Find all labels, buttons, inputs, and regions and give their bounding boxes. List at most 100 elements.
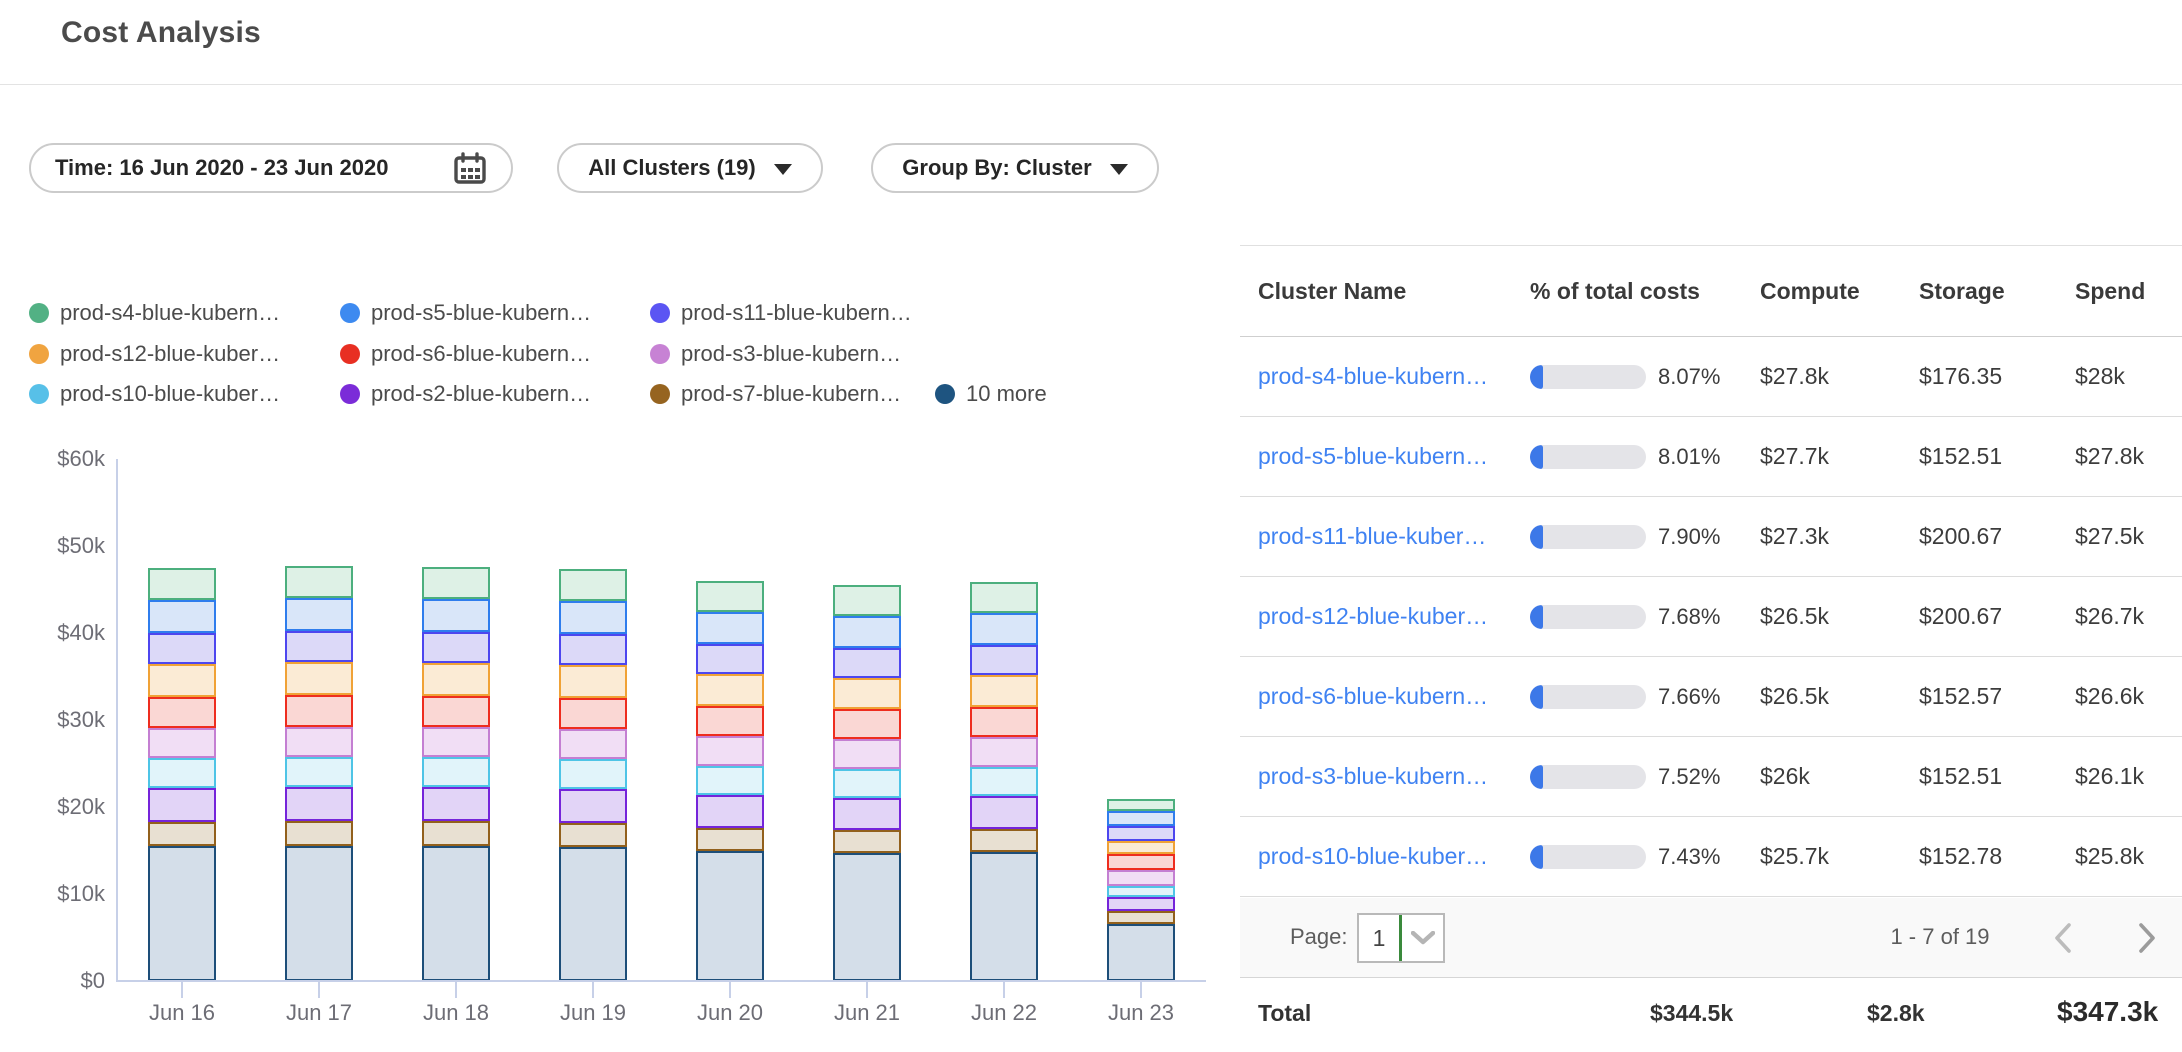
bar-segment[interactable] xyxy=(559,729,627,759)
bar-segment[interactable] xyxy=(422,696,490,727)
bar-segment[interactable] xyxy=(422,632,490,663)
bar-segment[interactable] xyxy=(285,662,353,695)
bar-segment[interactable] xyxy=(148,568,216,600)
bar-segment[interactable] xyxy=(833,769,901,798)
bar-segment[interactable] xyxy=(148,633,216,664)
bar-segment[interactable] xyxy=(148,600,216,633)
bar-segment[interactable] xyxy=(696,795,764,828)
bar-segment[interactable] xyxy=(559,823,627,847)
bar-segment[interactable] xyxy=(285,598,353,631)
bar-segment[interactable] xyxy=(696,581,764,612)
bar-segment[interactable] xyxy=(285,727,353,757)
cluster-name-link[interactable]: prod-s12-blue-kuber… xyxy=(1258,603,1488,629)
legend-item[interactable]: prod-s6-blue-kubern… xyxy=(340,340,591,368)
legend-item[interactable]: prod-s5-blue-kubern… xyxy=(340,299,591,327)
bar-segment[interactable] xyxy=(285,566,353,598)
cluster-name-link[interactable]: prod-s3-blue-kubern… xyxy=(1258,763,1488,789)
bar-segment[interactable] xyxy=(970,829,1038,852)
bar-segment[interactable] xyxy=(148,664,216,697)
bar-segment[interactable] xyxy=(1107,854,1175,870)
bar-segment[interactable] xyxy=(559,759,627,789)
cluster-name-link[interactable]: prod-s4-blue-kubern… xyxy=(1258,363,1488,389)
bar-segment[interactable] xyxy=(833,853,901,981)
bar-segment[interactable] xyxy=(833,739,901,769)
bar-segment[interactable] xyxy=(696,612,764,644)
bar-segment[interactable] xyxy=(422,599,490,632)
bar-segment[interactable] xyxy=(148,846,216,981)
bar-segment[interactable] xyxy=(696,706,764,736)
bar-segment[interactable] xyxy=(970,707,1038,737)
bar-segment[interactable] xyxy=(970,645,1038,675)
cluster-name-link[interactable]: prod-s6-blue-kubern… xyxy=(1258,683,1488,709)
bar-segment[interactable] xyxy=(970,613,1038,645)
bar-segment[interactable] xyxy=(285,821,353,846)
bar-segment[interactable] xyxy=(422,727,490,757)
next-page-button[interactable] xyxy=(2132,920,2162,956)
time-range-filter-button[interactable]: Time: 16 Jun 2020 - 23 Jun 2020 xyxy=(29,143,513,193)
bar-segment[interactable] xyxy=(1107,826,1175,841)
bar-segment[interactable] xyxy=(696,851,764,981)
bar-segment[interactable] xyxy=(833,648,901,678)
bar-segment[interactable] xyxy=(696,674,764,706)
bar-segment[interactable] xyxy=(285,787,353,821)
group-by-dropdown[interactable]: Group By: Cluster xyxy=(871,143,1159,193)
bar-segment[interactable] xyxy=(422,567,490,599)
bar-segment[interactable] xyxy=(148,822,216,846)
bar-segment[interactable] xyxy=(1107,841,1175,854)
bar-segment[interactable] xyxy=(422,846,490,981)
legend-item[interactable]: prod-s12-blue-kuber… xyxy=(29,340,280,368)
legend-item[interactable]: prod-s2-blue-kubern… xyxy=(340,380,591,408)
cluster-name-link[interactable]: prod-s11-blue-kuber… xyxy=(1258,523,1486,549)
bar-segment[interactable] xyxy=(422,757,490,787)
bar-segment[interactable] xyxy=(1107,924,1175,981)
bar-segment[interactable] xyxy=(1107,799,1175,811)
legend-item[interactable]: prod-s10-blue-kuber… xyxy=(29,380,280,408)
bar-segment[interactable] xyxy=(559,665,627,698)
bar-segment[interactable] xyxy=(559,601,627,634)
bar-segment[interactable] xyxy=(833,678,901,709)
bar-segment[interactable] xyxy=(696,766,764,795)
previous-page-button[interactable] xyxy=(2048,920,2078,956)
bar-segment[interactable] xyxy=(696,644,764,674)
bar-segment[interactable] xyxy=(148,788,216,822)
bar-segment[interactable] xyxy=(285,757,353,787)
legend-item[interactable]: prod-s11-blue-kubern… xyxy=(650,299,912,327)
bar-segment[interactable] xyxy=(559,698,627,729)
bar-segment[interactable] xyxy=(422,787,490,821)
bar-segment[interactable] xyxy=(285,846,353,981)
bar-segment[interactable] xyxy=(970,852,1038,981)
bar-segment[interactable] xyxy=(970,582,1038,613)
bar-segment[interactable] xyxy=(696,828,764,851)
bar-segment[interactable] xyxy=(970,737,1038,767)
bar-segment[interactable] xyxy=(422,821,490,846)
bar-segment[interactable] xyxy=(559,789,627,823)
bar-segment[interactable] xyxy=(1107,911,1175,924)
bar-segment[interactable] xyxy=(833,798,901,830)
bar-segment[interactable] xyxy=(970,796,1038,829)
bar-segment[interactable] xyxy=(1107,897,1175,911)
bar-segment[interactable] xyxy=(559,569,627,601)
bar-segment[interactable] xyxy=(833,830,901,853)
legend-item[interactable]: prod-s3-blue-kubern… xyxy=(650,340,901,368)
bar-segment[interactable] xyxy=(559,847,627,981)
bar-segment[interactable] xyxy=(285,631,353,662)
bar-segment[interactable] xyxy=(559,634,627,665)
bar-segment[interactable] xyxy=(833,709,901,739)
page-select[interactable]: 1 xyxy=(1357,913,1445,963)
bar-segment[interactable] xyxy=(1107,870,1175,886)
bar-segment[interactable] xyxy=(148,697,216,728)
legend-item[interactable]: prod-s4-blue-kubern… xyxy=(29,299,280,327)
bar-segment[interactable] xyxy=(833,585,901,616)
bar-segment[interactable] xyxy=(148,758,216,788)
bar-segment[interactable] xyxy=(833,616,901,648)
bar-segment[interactable] xyxy=(422,663,490,696)
legend-item[interactable]: 10 more xyxy=(935,380,1047,408)
bar-segment[interactable] xyxy=(285,695,353,727)
cluster-name-link[interactable]: prod-s5-blue-kubern… xyxy=(1258,443,1488,469)
bar-segment[interactable] xyxy=(1107,811,1175,826)
bar-segment[interactable] xyxy=(696,736,764,766)
cluster-name-link[interactable]: prod-s10-blue-kuber… xyxy=(1258,843,1488,869)
legend-item[interactable]: prod-s7-blue-kubern… xyxy=(650,380,901,408)
clusters-filter-dropdown[interactable]: All Clusters (19) xyxy=(557,143,823,193)
bar-segment[interactable] xyxy=(970,675,1038,707)
